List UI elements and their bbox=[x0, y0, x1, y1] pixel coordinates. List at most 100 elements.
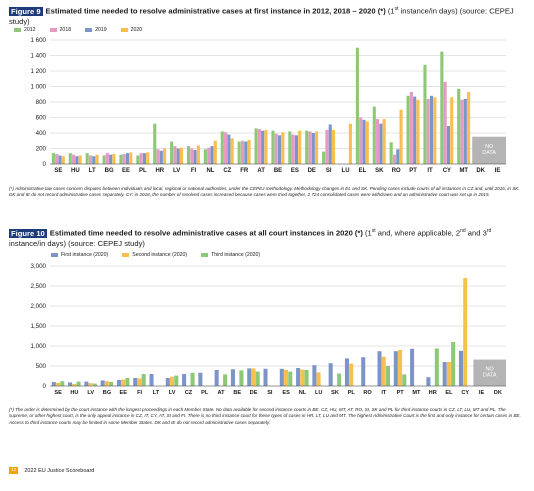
x-tick-label: IT bbox=[381, 390, 387, 396]
x-tick-label: IE bbox=[495, 168, 501, 174]
legend-item: 2012 bbox=[14, 27, 36, 33]
page-footer: 12 2022 EU Justice Scoreboard bbox=[9, 467, 94, 474]
legend-item: 2020 bbox=[120, 27, 142, 33]
legend-swatch bbox=[85, 28, 93, 32]
figure10-subtitle-a: (1 bbox=[362, 228, 372, 238]
bar bbox=[337, 373, 342, 386]
x-tick-label: MT bbox=[412, 390, 421, 396]
bar bbox=[443, 81, 447, 164]
bar bbox=[75, 156, 79, 164]
y-tick-label: 1,000 bbox=[31, 343, 47, 350]
bar bbox=[129, 152, 133, 164]
bar bbox=[179, 147, 184, 164]
bar bbox=[227, 134, 231, 164]
bar bbox=[312, 365, 317, 386]
y-tick-label: 1,500 bbox=[31, 323, 47, 330]
bar bbox=[255, 371, 260, 386]
bar bbox=[220, 131, 224, 164]
figure9-title: Figure 9 Estimated time needed to resolve… bbox=[9, 4, 521, 27]
x-tick-label: EE bbox=[120, 390, 128, 396]
bar bbox=[377, 351, 382, 386]
bar bbox=[109, 154, 113, 164]
page-number: 12 bbox=[9, 467, 19, 474]
bar bbox=[328, 124, 332, 164]
x-tick-label: PT bbox=[409, 168, 417, 174]
bar bbox=[385, 366, 391, 386]
x-tick-label: LV bbox=[169, 390, 176, 396]
figure10-subtitle-c: and 3 bbox=[465, 228, 487, 238]
x-tick-label: HU bbox=[71, 168, 80, 174]
y-tick-label: 2,500 bbox=[31, 283, 47, 290]
x-tick-label: ES bbox=[291, 168, 299, 174]
bar bbox=[298, 130, 302, 164]
bar bbox=[304, 370, 309, 386]
x-tick-label: BE bbox=[233, 390, 241, 396]
bar bbox=[361, 357, 366, 386]
legend-label: 2012 bbox=[24, 27, 36, 33]
figure9-title-text: Estimated time needed to resolve adminis… bbox=[45, 6, 386, 16]
bar bbox=[190, 148, 194, 164]
bar bbox=[61, 156, 65, 164]
no-data-label: NO bbox=[485, 144, 493, 150]
bar bbox=[379, 123, 383, 164]
bar bbox=[210, 146, 214, 164]
bar bbox=[294, 135, 298, 164]
bar bbox=[467, 91, 471, 164]
y-tick-label: 0 bbox=[43, 383, 47, 390]
x-tick-label: CZ bbox=[223, 168, 231, 174]
figure9-subtitle-sup: st bbox=[394, 6, 399, 12]
x-tick-label: SI bbox=[326, 168, 332, 174]
bar bbox=[247, 139, 251, 164]
bar bbox=[278, 135, 282, 164]
bar bbox=[163, 148, 167, 164]
y-tick-label: 1 400 bbox=[31, 53, 47, 60]
bar bbox=[142, 153, 146, 164]
bar bbox=[88, 155, 93, 164]
bar bbox=[58, 155, 62, 164]
bar bbox=[399, 109, 403, 164]
bar bbox=[446, 126, 450, 164]
bar bbox=[198, 372, 203, 386]
bar bbox=[153, 123, 157, 164]
bar bbox=[413, 96, 417, 164]
figure10-subtitle-sup1: st bbox=[371, 228, 376, 234]
bar bbox=[409, 91, 413, 164]
bar bbox=[121, 379, 126, 386]
bar bbox=[78, 155, 82, 164]
x-tick-label: EL bbox=[359, 168, 367, 174]
bar bbox=[355, 47, 359, 164]
bar bbox=[68, 153, 72, 164]
x-tick-label: SE bbox=[54, 390, 62, 396]
bar bbox=[315, 131, 319, 164]
bar bbox=[279, 368, 284, 386]
bar bbox=[284, 370, 289, 386]
bar bbox=[122, 153, 126, 164]
figure10-title: Figure 10 Estimated time needed to resolv… bbox=[9, 226, 521, 249]
legend-label: First instance (2020) bbox=[61, 252, 109, 258]
x-tick-label: MT bbox=[459, 168, 468, 174]
bar bbox=[376, 119, 380, 164]
bar bbox=[247, 368, 252, 386]
bar bbox=[322, 151, 326, 164]
legend-item: Second instance (2020) bbox=[122, 252, 187, 258]
figure9-tag: Figure 9 bbox=[9, 6, 43, 16]
x-tick-label: RO bbox=[363, 390, 372, 396]
bar bbox=[159, 150, 163, 164]
x-tick-label: RO bbox=[392, 168, 401, 174]
bar bbox=[170, 376, 175, 386]
x-tick-label: HR bbox=[429, 390, 437, 396]
bar bbox=[100, 380, 105, 386]
legend-swatch bbox=[51, 253, 58, 257]
footer-text: 2022 EU Justice Scoreboard bbox=[24, 467, 95, 474]
bar bbox=[72, 154, 76, 164]
bar bbox=[442, 362, 447, 386]
bar bbox=[300, 369, 305, 386]
bar bbox=[349, 363, 354, 386]
bar bbox=[426, 377, 431, 386]
x-tick-label: PL bbox=[139, 168, 147, 174]
bar bbox=[68, 382, 73, 386]
figure10-subtitle-d: instance/in days) (source: CEPEJ study) bbox=[9, 238, 145, 248]
bar bbox=[119, 154, 123, 164]
bar bbox=[137, 378, 142, 386]
x-tick-label: CZ bbox=[185, 390, 193, 396]
